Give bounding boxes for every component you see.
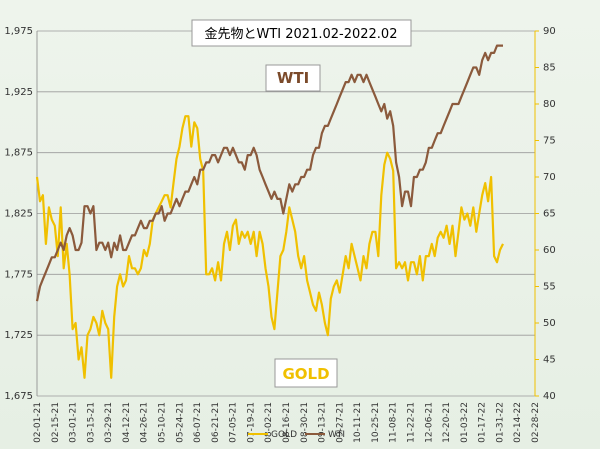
series-line-gold (35, 115, 504, 379)
y-right-tick-label: 90 (543, 26, 556, 37)
y-right-tick-label: 50 (543, 318, 556, 329)
x-tick-label: 02-01-21 (33, 402, 43, 443)
x-tick-label: 06-21-21 (211, 402, 221, 443)
y-left-tick-label: 1,925 (4, 87, 33, 98)
x-tick-label: 09-13-21 (318, 402, 328, 443)
y-right-tick-label: 65 (543, 209, 556, 220)
chart-title-box: 金先物とWTI 2021.02-2022.02 (191, 19, 412, 47)
x-tick-label: 03-15-21 (86, 402, 96, 443)
x-tick-label: 02-15-21 (51, 402, 61, 443)
y-right-tick-label: 75 (543, 136, 556, 147)
y-left-tick-label: 1,975 (4, 26, 33, 37)
legend-wti-label: WTI (328, 430, 345, 440)
x-tick-label: 04-12-21 (122, 402, 132, 443)
x-axis: 02-01-21 02-15-21 03-01-21 03-15-21 03-29-21… (33, 402, 541, 443)
x-tick-label: 09-27-21 (335, 402, 345, 443)
x-tick-label: 02-14-22 (513, 402, 523, 443)
x-tick-label: 07-05-21 (229, 402, 239, 443)
x-tick-label: 08-16-21 (282, 402, 292, 443)
y-left-tick-label: 1,675 (4, 391, 33, 402)
x-tick-label: 03-01-21 (69, 402, 79, 443)
legend: GOLD WTI (248, 430, 345, 440)
chart-title: 金先物とWTI 2021.02-2022.02 (205, 26, 398, 42)
x-tick-label: 12-06-21 (424, 402, 434, 443)
y-left-axis: 1,975 1,925 1,875 1,825 1,775 1,725 1,675 (4, 26, 38, 402)
y-left-tick-label: 1,825 (4, 209, 33, 220)
y-left-tick-label: 1,725 (4, 330, 33, 341)
gold-label: GOLD (282, 365, 329, 383)
y-right-tick-label: 45 (543, 355, 556, 366)
y-right-tick-label: 85 (543, 63, 556, 74)
y-right-tick-label: 40 (543, 391, 556, 402)
x-tick-label: 05-10-21 (158, 402, 168, 443)
x-tick-label: 02-28-22 (531, 402, 541, 443)
y-left-tick-label: 1,775 (4, 269, 33, 280)
y-right-tick-label: 80 (543, 99, 556, 110)
y-right-tick-label: 60 (543, 245, 556, 256)
x-tick-label: 01-03-22 (460, 402, 470, 443)
wti-label: WTI (277, 69, 309, 87)
y-right-tick-label: 70 (543, 172, 556, 183)
x-tick-label: 07-19-21 (246, 402, 256, 443)
x-tick-label: 05-24-21 (175, 402, 185, 443)
x-tick-label: 04-26-21 (140, 402, 150, 443)
series (35, 44, 504, 379)
legend-gold-label: GOLD (271, 430, 297, 440)
x-tick-label: 11-22-21 (407, 402, 417, 443)
x-tick-label: 10-25-21 (371, 402, 381, 443)
y-right-tick-label: 55 (543, 282, 556, 293)
x-tick-label: 03-29-21 (104, 402, 114, 443)
wti-label-box: WTI (265, 64, 321, 92)
x-tick-label: 11-08-21 (389, 402, 399, 443)
x-tick-label: 01-17-22 (478, 402, 488, 443)
y-left-tick-label: 1,875 (4, 148, 33, 159)
gold-label-box: GOLD (274, 358, 338, 388)
series-line-wti (35, 44, 503, 302)
x-tick-label: 08-30-21 (300, 402, 310, 443)
x-tick-label: 06-07-21 (193, 402, 203, 443)
x-tick-label: 10-11-21 (353, 402, 363, 443)
x-tick-label: 12-20-21 (442, 402, 452, 443)
x-tick-label: 08-02-21 (264, 402, 274, 443)
x-tick-label: 01-31-22 (495, 402, 505, 443)
y-right-axis: 90 85 80 75 70 65 60 55 50 45 40 (534, 26, 556, 402)
